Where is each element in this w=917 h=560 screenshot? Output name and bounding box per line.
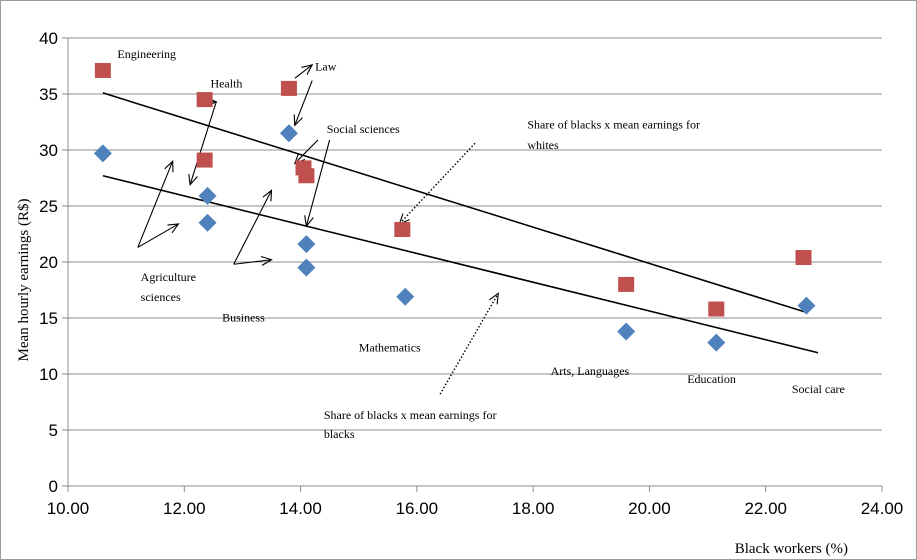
x-tick-label: 22.00 [744,499,787,518]
y-tick-label: 30 [39,141,58,160]
y-tick-label: 10 [39,365,58,384]
diamond-marker [617,322,636,341]
y-tick-label: 25 [39,197,58,216]
y-axis-title: Mean hourly earnings (R$) [16,199,32,362]
annotation-label: Share of blacks x mean earnings for [527,118,700,132]
trend-line [102,92,807,314]
diamond-marker [297,258,316,277]
x-tick-label: 24.00 [861,499,904,518]
diamond-marker [279,124,298,143]
arrow-head [304,215,314,228]
square-marker [298,168,315,184]
arrow-head [301,64,314,75]
y-tick-labels: 0 5 10 15 20 25 30 35 40 [39,29,58,496]
arrow-line [233,259,272,265]
trend-line [102,174,819,354]
x-tick-label: 16.00 [396,499,439,518]
x-tick-label: 12.00 [163,499,206,518]
diamond-marker [797,296,816,315]
annotation-label: Arts, Languages [551,364,630,378]
annotation-label: sciences [141,290,181,304]
square-marker [618,276,635,292]
annotation-label: Health [210,76,242,90]
x-axis-title: Black workers (%) [735,541,848,557]
y-tick-label: 35 [39,85,58,104]
square-marker [196,92,213,108]
trend-lines [102,92,819,354]
diamond-marker [93,144,112,163]
x-tick-label: 20.00 [628,499,671,518]
annotation-label: Law [315,59,337,73]
arrow-head [489,292,499,305]
arrow-head [262,189,273,202]
x-tick-label: 14.00 [279,499,322,518]
x-tick-label: 10.00 [47,499,90,518]
annotations: Engineering Health Law Social sciences Share… [117,47,844,441]
square-marker [394,222,411,238]
annotation-label: Share of blacks x mean earnings for [324,408,497,422]
x-tick-labels: 10.00 12.00 14.00 16.00 18.00 20.00 22.00 24.00 [47,499,904,518]
annotation-label: Social sciences [327,122,400,136]
square-marker [94,62,111,78]
annotation-arrows [137,64,499,395]
square-marker [795,250,812,266]
arrow-line [294,139,319,164]
annotation-label: blacks [324,427,355,441]
diamond-marker [198,186,217,205]
arrow-head [167,223,180,234]
y-tick-label: 15 [39,309,58,328]
arrow-line [189,101,217,185]
y-tick-label: 5 [49,421,58,440]
square-marker [196,152,213,168]
diamond-marker [198,213,217,232]
annotation-label: Engineering [117,47,176,61]
arrow-line [294,64,313,79]
annotation-label: Social care [792,382,845,396]
annotation-label: Business [222,310,265,324]
y-tick-label: 40 [39,29,58,48]
square-marker [708,301,725,317]
arrow-line [305,139,331,227]
arrow-head [293,114,303,127]
x-tick-label: 18.00 [512,499,555,518]
annotation-label: Agriculture [141,270,196,284]
arrow-line [398,142,476,225]
gridlines [62,37,883,492]
y-tick-label: 20 [39,253,58,272]
arrow-line [137,223,179,248]
diamond-marker [297,235,316,254]
diamond-marker [707,333,726,352]
arrow-head [188,173,198,187]
square-marker [280,80,297,96]
y-tick-label: 0 [49,477,58,496]
annotation-label: whites [527,138,559,152]
diamond-marker [396,287,415,306]
arrow-line [294,80,313,126]
annotation-label: Education [687,372,736,386]
arrow-head [260,255,273,266]
data-markers [93,62,816,352]
annotation-label: Mathematics [359,341,421,355]
arrow-line [137,160,174,248]
arrow-head [164,159,174,173]
arrow-line [233,190,272,265]
